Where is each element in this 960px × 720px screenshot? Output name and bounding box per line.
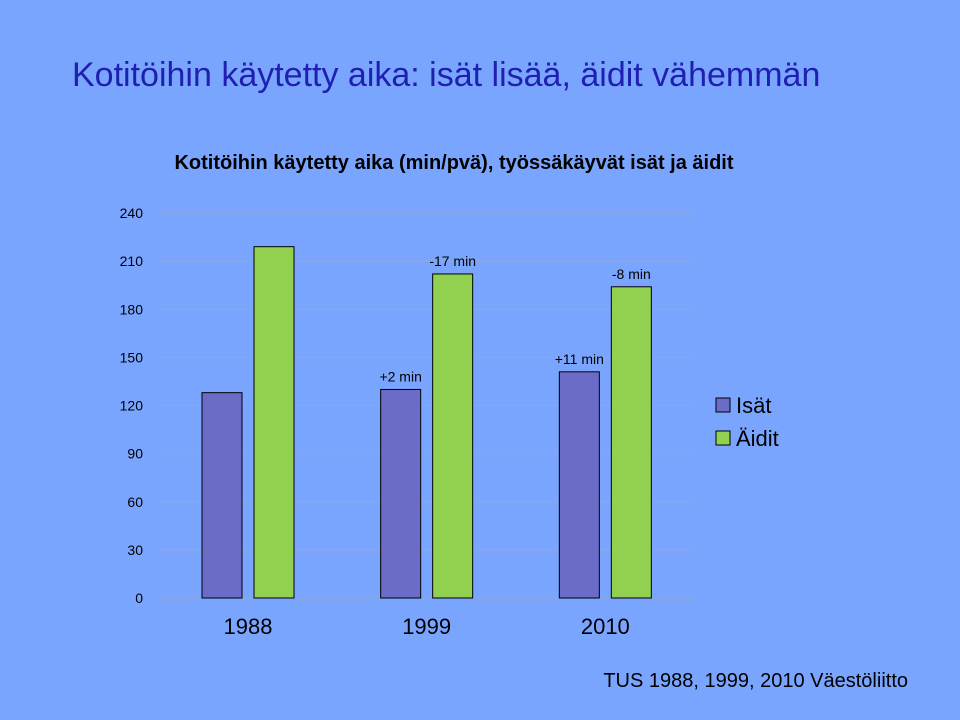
y-tick-label: 90	[127, 446, 143, 462]
bar-aidit-2010	[610, 286, 652, 599]
bar-isat-1999	[380, 388, 422, 599]
legend-label: Isät	[736, 393, 771, 418]
y-tick-label: 30	[127, 542, 143, 558]
data-annotation: +2 min	[379, 368, 421, 384]
x-tick-label: 2010	[581, 614, 630, 639]
bar-isat-1988	[201, 392, 243, 599]
data-annotation: +11 min	[555, 351, 604, 367]
y-tick-label: 150	[120, 349, 144, 365]
legend-swatch	[715, 430, 731, 446]
bar-aidit-1988	[253, 246, 295, 599]
y-tick-label: 240	[120, 205, 144, 221]
data-annotation: -17 min	[429, 253, 476, 269]
y-tick-label: 180	[120, 301, 144, 317]
chart-title: Kotitöihin käytetty aika (min/pvä), työs…	[174, 152, 734, 174]
y-tick-label: 120	[120, 398, 144, 414]
bar-aidit-1999	[432, 273, 474, 599]
y-tick-label: 210	[120, 253, 144, 269]
slide-title: Kotitöihin käytetty aika: isät lisää, äi…	[72, 56, 821, 94]
x-tick-label: 1988	[224, 614, 273, 639]
y-tick-label: 0	[135, 590, 143, 606]
y-tick-label: 60	[127, 494, 143, 510]
legend-label: Äidit	[736, 426, 779, 451]
data-annotation: -8 min	[612, 266, 651, 282]
x-tick-label: 1999	[402, 614, 451, 639]
source-note: TUS 1988, 1999, 2010 Väestöliitto	[603, 670, 908, 692]
legend-swatch	[715, 397, 731, 413]
bar-isat-2010	[558, 371, 600, 599]
